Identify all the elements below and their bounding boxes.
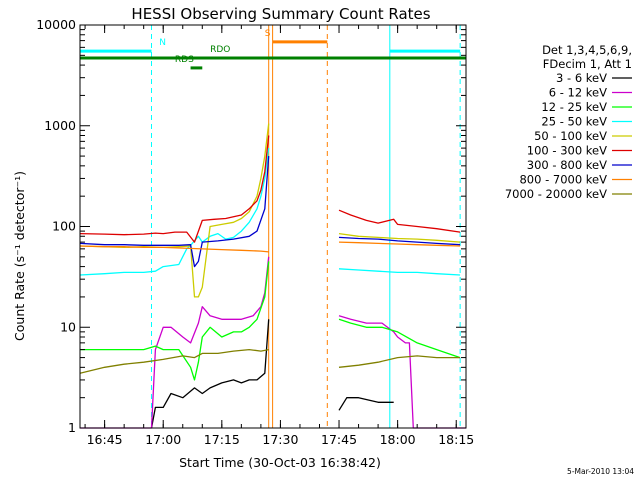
series-line-25-50-kev <box>79 148 461 276</box>
legend-header-line-1: Det 1,3,4,5,6,9, <box>542 43 632 57</box>
state-label-rdo: RDO <box>210 45 230 55</box>
y-tick-label: 100 <box>52 219 76 234</box>
legend-label: 800 - 7000 keV <box>519 173 607 187</box>
x-tick-label: 18:15 <box>438 432 474 447</box>
legend-label: 12 - 25 keV <box>541 100 607 114</box>
state-label-rds: RDS <box>175 55 194 65</box>
series-line-50-100-kev <box>79 123 461 298</box>
series-line-300-800-kev <box>79 156 461 268</box>
legend-label: 25 - 50 keV <box>541 115 607 129</box>
y-tick-label: 1 <box>68 420 76 435</box>
legend-label: 7000 - 20000 keV <box>505 187 607 201</box>
state-lines: N S RDO RDS <box>80 29 466 70</box>
x-tick-label: 17:45 <box>321 432 357 447</box>
series-line-12-25-kev <box>80 261 461 381</box>
x-tick-label: 18:00 <box>380 432 416 447</box>
series-line-6-12-kev <box>80 256 466 429</box>
y-axis-label: Count Rate (s⁻¹ detector⁻¹) <box>12 171 27 341</box>
vertical-markers <box>79 25 461 428</box>
x-tick-label: 17:30 <box>262 432 298 447</box>
state-label-s: S <box>265 29 271 39</box>
legend-label: 300 - 800 keV <box>527 158 607 172</box>
legend-label: 3 - 6 keV <box>556 71 607 85</box>
chart-title: HESSI Observing Summary Count Rates <box>131 5 430 23</box>
legend-label: 50 - 100 keV <box>534 129 607 143</box>
series-line-3-6-kev <box>150 319 394 429</box>
legend-label: 100 - 300 keV <box>527 144 607 158</box>
x-tick-label: 17:15 <box>204 432 240 447</box>
legend-header-line-2: FDecim 1, Att 1 <box>543 57 632 71</box>
x-axis-label: Start Time (30-Oct-03 16:38:42) <box>179 455 381 470</box>
x-tick-label: 16:45 <box>87 432 123 447</box>
footer-date: 5-Mar-2010 13:04 <box>567 467 634 476</box>
y-tick-label: 10 <box>60 319 76 334</box>
series-line-800-7000-kev <box>79 241 461 253</box>
x-tick-label: 17:00 <box>145 432 181 447</box>
series-line-100-300-kev <box>79 135 461 243</box>
state-label-n: N <box>159 38 166 48</box>
series-group <box>79 123 466 429</box>
y-tick-label: 10000 <box>36 17 76 32</box>
y-tick-label: 1000 <box>44 118 76 133</box>
legend: Det 1,3,4,5,6,9, FDecim 1, Att 1 3 - 6 k… <box>505 43 632 201</box>
axes: 16:45 17:00 17:15 17:30 17:45 18:00 18:15 1 10 10… <box>36 17 474 447</box>
legend-label: 6 - 12 keV <box>549 86 607 100</box>
series-line-7000-20000-kev <box>79 348 461 374</box>
